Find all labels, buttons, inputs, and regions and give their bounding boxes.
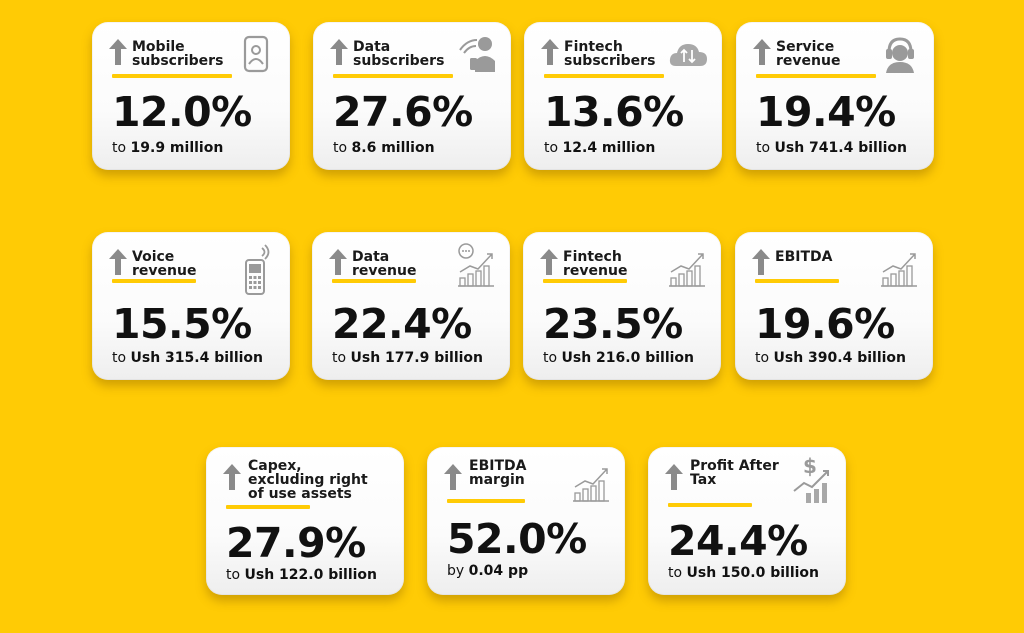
kpi-card-service-revenue: Service revenue 19.4% to Ush 741.4 billio…: [736, 22, 934, 170]
kpi-detail: by 0.04 pp: [447, 563, 529, 579]
kpi-card-ebitda: EBITDA 19.6% to Ush 390.4 billion: [735, 232, 933, 380]
kpi-detail: to Ush 741.4 billion: [756, 140, 908, 156]
kpi-value: 24.4%: [668, 517, 808, 565]
arrow-up-icon: [541, 39, 559, 65]
kpi-value: 12.0%: [112, 88, 252, 136]
kpi-label: Fintech subscribers: [564, 39, 656, 69]
arrow-up-icon: [444, 464, 462, 490]
label-underline: [333, 74, 453, 78]
svg-text:$: $: [803, 454, 817, 478]
label-underline: [332, 279, 416, 283]
kpi-card-voice-revenue: Voice revenue 15.5% to Ush 315.4 billion: [92, 232, 290, 380]
kpi-card-fintech-subscribers: Fintech subscribers 13.6% to 12.4 million: [524, 22, 722, 170]
label-underline: [668, 503, 752, 507]
kpi-label: Data revenue: [352, 249, 417, 279]
kpi-label: Voice revenue: [132, 249, 197, 279]
kpi-label: Fintech revenue: [563, 249, 628, 279]
arrow-up-icon: [540, 249, 558, 275]
phone-user-icon: [236, 34, 276, 74]
kpi-label: Data subscribers: [353, 39, 445, 69]
kpi-card-data-revenue: Data revenue 22.4% to Ush 177.9 billion: [312, 232, 510, 380]
kpi-label: Mobile subscribers: [132, 39, 224, 69]
kpi-card-data-subscribers: Data subscribers 27.6% to 8.6 million: [313, 22, 511, 170]
label-underline: [226, 505, 310, 509]
arrow-up-icon: [330, 39, 348, 65]
kpi-detail: to Ush 390.4 billion: [755, 350, 907, 366]
chat-growth-chart-icon: [456, 242, 496, 288]
headset-agent-icon: [880, 34, 920, 74]
kpi-label: EBITDA: [775, 249, 833, 265]
kpi-value: 19.4%: [756, 88, 896, 136]
growth-chart-icon: [667, 242, 707, 288]
growth-chart-icon: [879, 242, 919, 288]
wifi-user-icon: [457, 34, 497, 74]
growth-chart-icon: [571, 457, 611, 503]
kpi-card-profit-after-tax: Profit After Tax $ 24.4% to Ush 150.0 bil…: [648, 447, 846, 595]
label-underline: [756, 74, 876, 78]
kpi-detail: to Ush 177.9 billion: [332, 350, 484, 366]
dollar-growth-chart-icon: $: [792, 453, 832, 505]
kpi-card-mobile-subscribers: Mobile subscribers 12.0% to 19.9 million: [92, 22, 290, 170]
kpi-detail: to 8.6 million: [333, 140, 435, 156]
label-underline: [755, 279, 839, 283]
label-underline: [112, 279, 196, 283]
kpi-detail: to Ush 150.0 billion: [668, 565, 820, 581]
label-underline: [544, 74, 664, 78]
feature-phone-icon: [236, 244, 276, 296]
arrow-up-icon: [753, 39, 771, 65]
kpi-value: 27.6%: [333, 88, 473, 136]
kpi-label: Profit After Tax: [690, 458, 779, 488]
arrow-up-icon: [752, 249, 770, 275]
label-underline: [543, 279, 627, 283]
kpi-value: 19.6%: [755, 300, 895, 348]
kpi-card-ebitda-margin: EBITDA margin 52.0% by 0.04 pp: [427, 447, 625, 595]
kpi-value: 23.5%: [543, 300, 683, 348]
label-underline: [447, 499, 525, 503]
kpi-detail: to Ush 315.4 billion: [112, 350, 264, 366]
arrow-up-icon: [109, 39, 127, 65]
kpi-detail: to Ush 122.0 billion: [226, 567, 378, 583]
kpi-card-fintech-revenue: Fintech revenue 23.5% to Ush 216.0 billio…: [523, 232, 721, 380]
kpi-value: 15.5%: [112, 300, 252, 348]
kpi-detail: to Ush 216.0 billion: [543, 350, 695, 366]
kpi-value: 13.6%: [544, 88, 684, 136]
cloud-transfer-icon: [668, 34, 708, 74]
kpi-value: 22.4%: [332, 300, 472, 348]
arrow-up-icon: [109, 249, 127, 275]
kpi-value: 27.9%: [226, 519, 366, 567]
kpi-card-capex: Capex, excluding right of use assets 27.9%…: [206, 447, 404, 595]
kpi-detail: to 19.9 million: [112, 140, 224, 156]
arrow-up-icon: [665, 464, 683, 490]
arrow-up-icon: [329, 249, 347, 275]
kpi-detail: to 12.4 million: [544, 140, 656, 156]
label-underline: [112, 74, 232, 78]
kpi-label: EBITDA margin: [469, 458, 527, 488]
arrow-up-icon: [223, 464, 241, 490]
kpi-label: Capex, excluding right of use assets: [248, 458, 368, 502]
kpi-value: 52.0%: [447, 515, 587, 563]
kpi-label: Service revenue: [776, 39, 841, 69]
